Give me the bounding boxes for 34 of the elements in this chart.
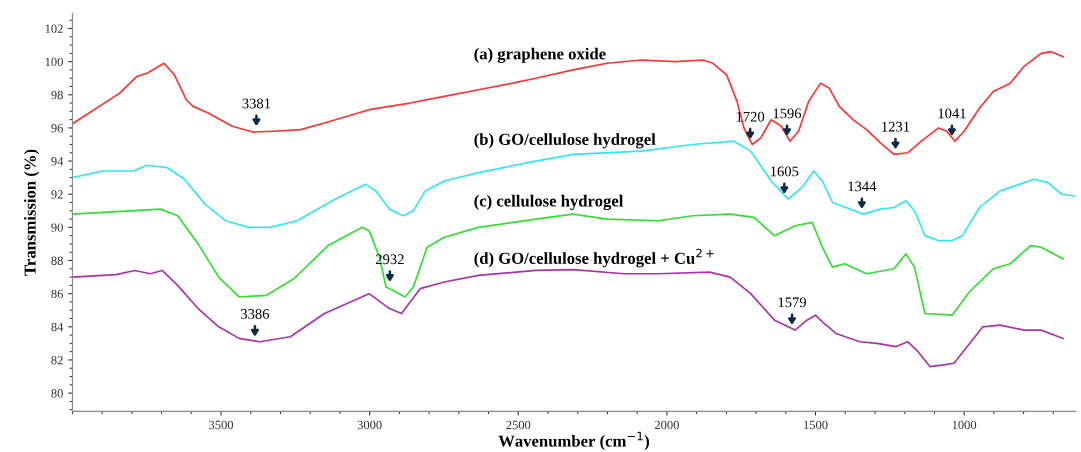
y-tick-label: 96 <box>51 123 64 133</box>
x-tick-label: 2500 <box>506 420 531 430</box>
y-tick-label: 90 <box>51 223 63 232</box>
x-axis-title: Wavenumber (cm$^{−1}$) <box>498 431 650 451</box>
annotation: 1596 <box>773 108 802 119</box>
line-series <box>72 208 1064 317</box>
annotation: 1041 <box>938 108 966 119</box>
x-tick-label: 1500 <box>804 420 828 430</box>
y-tick-label: 94 <box>51 157 64 166</box>
series-label: (b) GO/cellulose hydrogel <box>474 133 656 149</box>
y-tick-label: 88 <box>51 256 63 265</box>
series-label: (c) cellulose hydrogel <box>474 194 624 211</box>
x-tick-label: 2000 <box>654 420 679 430</box>
annotation: 1579 <box>778 297 807 308</box>
x-tick-label: 1000 <box>952 420 977 430</box>
series-label: (d) GO/cellulose hydrogel + Cu$^{2+}$ <box>474 248 714 268</box>
y-axis-title: Transmission (%) <box>23 149 40 276</box>
annotation: 1344 <box>848 181 877 192</box>
y-tick-label: 102 <box>45 24 63 33</box>
y-tick-label: 82 <box>51 355 63 365</box>
y-tick-label: 80 <box>51 389 63 398</box>
x-tick-label: 3000 <box>357 420 382 430</box>
annotation: 3381 <box>242 98 271 109</box>
annotation: 1231 <box>882 121 910 132</box>
line-series <box>72 268 1064 368</box>
y-tick-label: 100 <box>45 57 63 67</box>
y-tick-label: 98 <box>51 90 63 100</box>
y-tick-label: 86 <box>51 289 64 299</box>
annotation: 1605 <box>771 166 799 177</box>
y-tick-label: 84 <box>51 322 64 332</box>
annotation: 3386 <box>241 309 270 319</box>
y-tick-label: 92 <box>51 190 63 199</box>
x-tick-label: 3500 <box>209 420 234 430</box>
series-label: (a) graphene oxide <box>474 47 606 63</box>
